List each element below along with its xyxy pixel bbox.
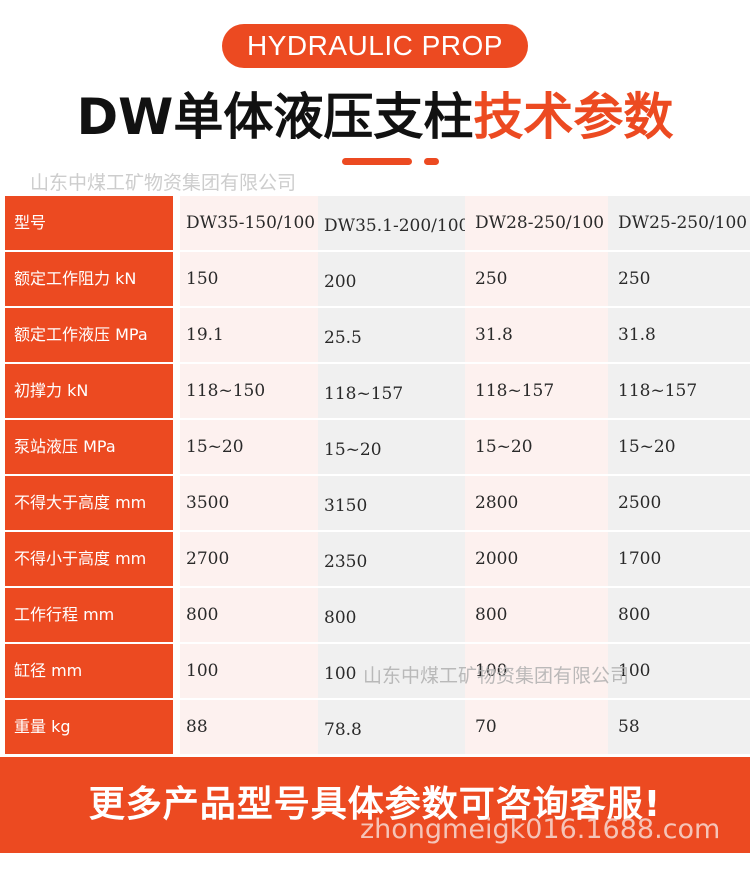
value-cell: 250 xyxy=(608,252,750,306)
row-label-cell: 工作行程 mm xyxy=(5,588,173,642)
value-cell: 2350 xyxy=(318,532,465,586)
value-cell: 118~157 xyxy=(465,364,608,418)
table-row: 额定工作液压 MPa 19.1 25.5 31.8 31.8 xyxy=(5,308,750,364)
value-cell: 2800 xyxy=(465,476,608,530)
row-label-cell: 泵站液压 MPa xyxy=(5,420,173,474)
row-label-cell: 初撑力 kN xyxy=(5,364,173,418)
value-cell: 3500 xyxy=(180,476,318,530)
value-cell: 800 xyxy=(318,588,465,642)
table-row: 初撑力 kN 118~150 118~157 118~157 118~157 xyxy=(5,364,750,420)
value-cell: 15~20 xyxy=(465,420,608,474)
model-header-cell: DW28-250/100 xyxy=(465,196,608,250)
contact-banner: 更多产品型号具体参数可咨询客服! xyxy=(0,757,750,853)
table-row: 重量 kg 88 78.8 70 58 xyxy=(5,700,750,756)
value-cell: 3150 xyxy=(318,476,465,530)
value-cell: 19.1 xyxy=(180,308,318,362)
value-cell: 2000 xyxy=(465,532,608,586)
spec-table: 型号 DW35-150/100 DW35.1-200/100 DW28-250/… xyxy=(5,196,750,756)
title-main: DW单体液压支柱 xyxy=(76,88,474,146)
value-cell: 15~20 xyxy=(318,420,465,474)
table-row: 不得小于高度 mm 2700 2350 2000 1700 xyxy=(5,532,750,588)
table-row: 缸径 mm 100 100 100 100 xyxy=(5,644,750,700)
title-accent: 技术参数 xyxy=(473,88,674,146)
value-cell: 150 xyxy=(180,252,318,306)
value-cell: 118~150 xyxy=(180,364,318,418)
table-row: 额定工作阻力 kN 150 200 250 250 xyxy=(5,252,750,308)
value-cell: 100 xyxy=(608,644,750,698)
company-watermark-middle: 山东中煤工矿物资集团有限公司 xyxy=(363,665,630,687)
value-cell: 118~157 xyxy=(608,364,750,418)
row-label-cell: 不得大于高度 mm xyxy=(5,476,173,530)
value-cell: 800 xyxy=(465,588,608,642)
title-underline-long xyxy=(342,158,412,165)
model-header-cell: DW25-250/100 xyxy=(608,196,750,250)
company-watermark-top: 山东中煤工矿物资集团有限公司 xyxy=(30,172,297,194)
value-cell: 2700 xyxy=(180,532,318,586)
title-underline-short xyxy=(424,158,439,165)
value-cell: 800 xyxy=(608,588,750,642)
table-row: 不得大于高度 mm 3500 3150 2800 2500 xyxy=(5,476,750,532)
header-label-cell: 型号 xyxy=(5,196,173,250)
value-cell: 118~157 xyxy=(318,364,465,418)
row-label-cell: 缸径 mm xyxy=(5,644,173,698)
store-url-watermark: zhongmeigk016.1688.com xyxy=(360,814,721,845)
value-cell: 1700 xyxy=(608,532,750,586)
model-header-cell: DW35-150/100 xyxy=(180,196,318,250)
table-row: 工作行程 mm 800 800 800 800 xyxy=(5,588,750,644)
value-cell: 88 xyxy=(180,700,318,754)
value-cell: 250 xyxy=(465,252,608,306)
value-cell: 800 xyxy=(180,588,318,642)
value-cell: 58 xyxy=(608,700,750,754)
value-cell: 100 xyxy=(180,644,318,698)
value-cell: 2500 xyxy=(608,476,750,530)
value-cell: 78.8 xyxy=(318,700,465,754)
value-cell: 31.8 xyxy=(465,308,608,362)
value-cell: 15~20 xyxy=(180,420,318,474)
page-title: DW单体液压支柱技术参数 xyxy=(0,82,750,152)
value-cell: 100 xyxy=(465,644,608,698)
value-cell: 25.5 xyxy=(318,308,465,362)
value-cell: 100 xyxy=(318,644,465,698)
model-header-cell: DW35.1-200/100 xyxy=(318,196,465,250)
row-label-cell: 额定工作液压 MPa xyxy=(5,308,173,362)
row-label-cell: 额定工作阻力 kN xyxy=(5,252,173,306)
value-cell: 70 xyxy=(465,700,608,754)
value-cell: 15~20 xyxy=(608,420,750,474)
value-cell: 200 xyxy=(318,252,465,306)
table-header-row: 型号 DW35-150/100 DW35.1-200/100 DW28-250/… xyxy=(5,196,750,252)
hydraulic-prop-badge: HYDRAULIC PROP xyxy=(222,24,528,68)
value-cell: 31.8 xyxy=(608,308,750,362)
row-label-cell: 不得小于高度 mm xyxy=(5,532,173,586)
row-label-cell: 重量 kg xyxy=(5,700,173,754)
table-row: 泵站液压 MPa 15~20 15~20 15~20 15~20 xyxy=(5,420,750,476)
